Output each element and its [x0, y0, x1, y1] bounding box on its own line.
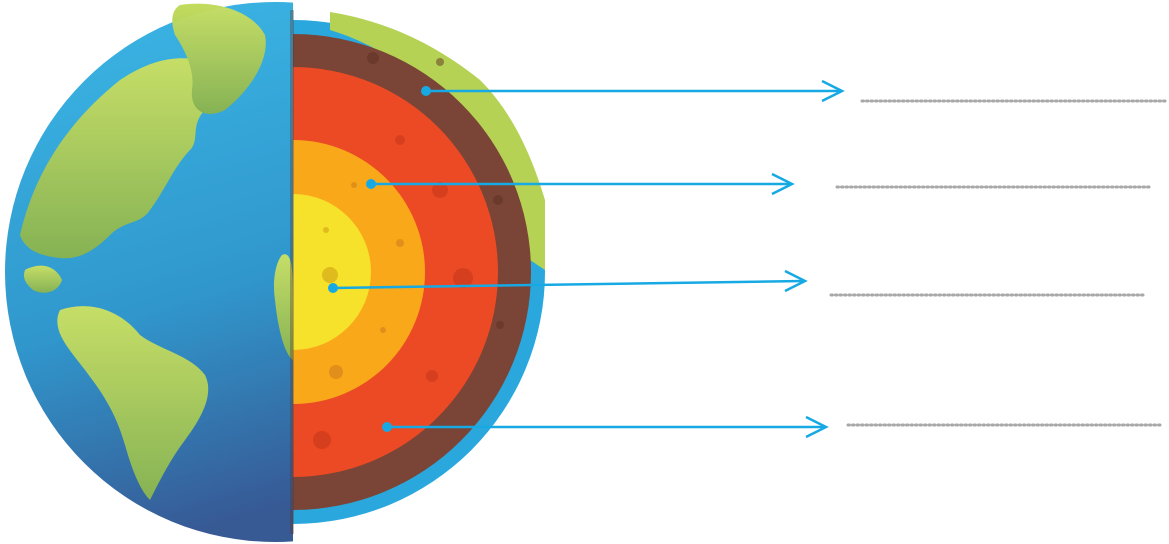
pointer-inner-core: [328, 269, 808, 293]
arrowhead-icon: [821, 79, 845, 103]
pointer-mantle: [382, 415, 829, 439]
south-america-land: [57, 306, 209, 500]
globe-hemisphere: [5, 2, 293, 542]
arrowhead-icon: [784, 269, 808, 293]
pointer-crust: [421, 79, 845, 103]
pointer-outer-core: [366, 172, 795, 196]
cutaway-layers: [293, 12, 545, 524]
layer-texture: [313, 52, 504, 449]
europe-africa-land: [273, 254, 293, 360]
arrowhead-icon: [771, 172, 795, 196]
arrowhead-icon: [805, 415, 829, 439]
north-america-land: [20, 58, 215, 259]
greenland-land: [172, 3, 266, 114]
central-america-land: [23, 265, 62, 293]
